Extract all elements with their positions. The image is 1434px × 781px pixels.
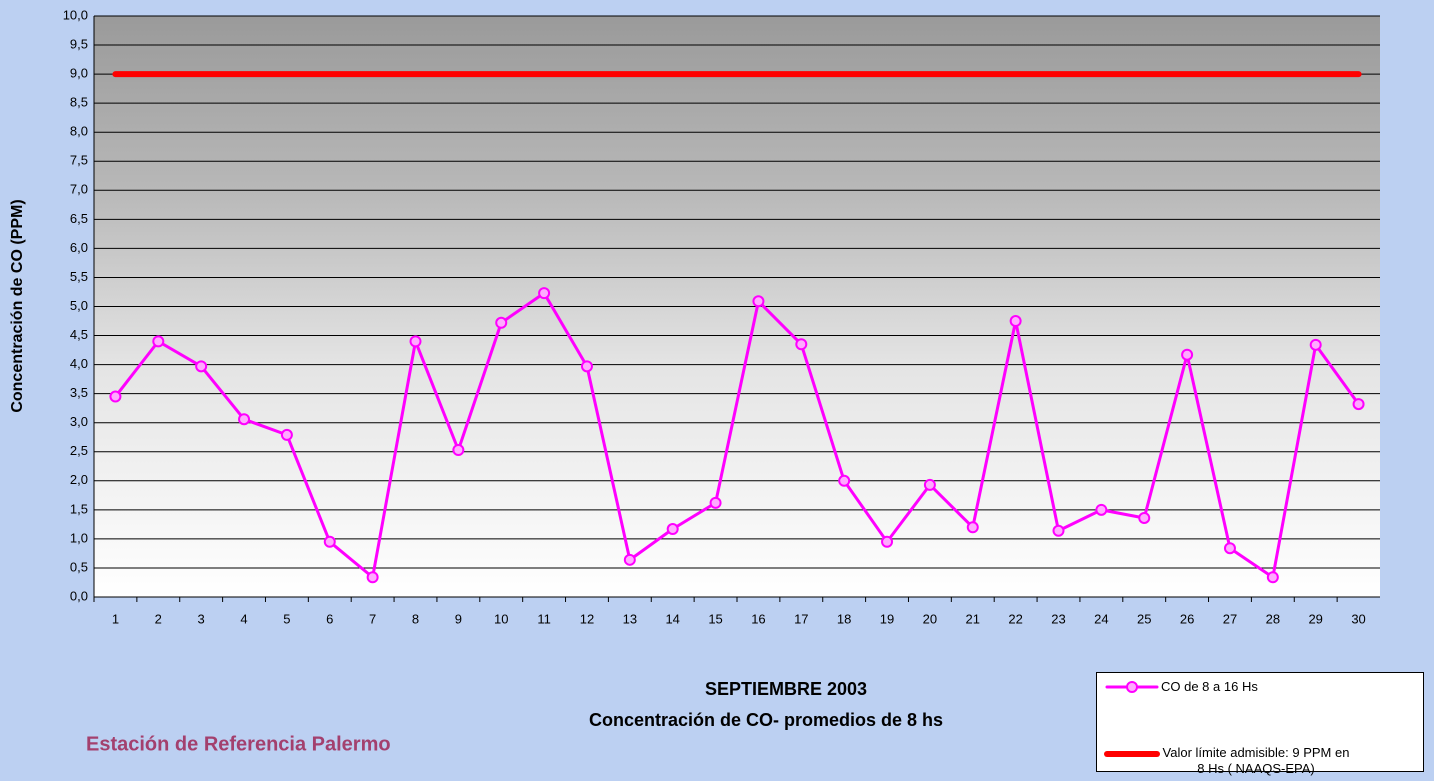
- point: [1009, 315, 1022, 328]
- x-tick-label: 3: [198, 611, 205, 626]
- y-tick-label: 4,0: [70, 356, 88, 371]
- x-tick-label: 19: [880, 611, 894, 626]
- legend-swatch: [1104, 751, 1160, 757]
- x-tick-label: 30: [1351, 611, 1365, 626]
- x-tick-label: 21: [966, 611, 980, 626]
- y-axis-label: Concentración de CO (PPM): [9, 199, 26, 412]
- y-tick-label: 5,0: [70, 298, 88, 313]
- point: [580, 360, 593, 373]
- point: [966, 521, 979, 534]
- x-tick-label: 4: [240, 611, 247, 626]
- y-tick-label: 2,5: [70, 443, 88, 458]
- x-tick-label: 28: [1266, 611, 1280, 626]
- x-tick-label: 12: [580, 611, 594, 626]
- y-tick-label: 8,5: [70, 95, 88, 110]
- point: [1052, 524, 1065, 537]
- legend-marker: [1126, 681, 1138, 693]
- x-tick-label: 10: [494, 611, 508, 626]
- legend-entry: CO de 8 a 16 Hs: [1097, 679, 1258, 695]
- point: [623, 553, 636, 566]
- x-tick-label: 29: [1308, 611, 1322, 626]
- point: [366, 571, 379, 584]
- y-tick-label: 1,0: [70, 530, 88, 545]
- point: [452, 444, 465, 457]
- legend-label: CO de 8 a 16 Hs: [1161, 679, 1258, 694]
- x-tick-label: 8: [412, 611, 419, 626]
- y-tick-label: 4,5: [70, 327, 88, 342]
- y-tick-label: 0,5: [70, 559, 88, 574]
- point: [1223, 542, 1236, 555]
- x-tick-label: 6: [326, 611, 333, 626]
- point: [1181, 348, 1194, 361]
- point: [881, 535, 894, 548]
- y-tick-label: 7,5: [70, 153, 88, 168]
- x-tick-label: 16: [751, 611, 765, 626]
- y-tick-label: 6,0: [70, 240, 88, 255]
- point: [1352, 398, 1365, 411]
- point: [323, 535, 336, 548]
- y-tick-label: 3,0: [70, 414, 88, 429]
- point: [109, 390, 122, 403]
- x-tick-label: 2: [155, 611, 162, 626]
- y-tick-label: 2,0: [70, 472, 88, 487]
- point: [1266, 571, 1279, 584]
- x-tick-label: 11: [537, 611, 551, 626]
- x-tick-label: 27: [1223, 611, 1237, 626]
- point: [495, 316, 508, 329]
- x-tick-label: 15: [708, 611, 722, 626]
- point: [666, 523, 679, 536]
- y-tick-label: 9,0: [70, 66, 88, 81]
- y-tick-label: 5,5: [70, 269, 88, 284]
- legend-entry: Valor límite admisible: 9 PPM en 8 Hs ( …: [1097, 731, 1351, 777]
- point: [409, 335, 422, 348]
- chart-title: SEPTIEMBRE 2003: [705, 679, 867, 699]
- x-tick-label: 18: [837, 611, 851, 626]
- point: [538, 287, 551, 300]
- legend-swatch: [1105, 681, 1159, 693]
- x-tick-label: 24: [1094, 611, 1108, 626]
- x-tick-label: 17: [794, 611, 808, 626]
- y-tick-label: 9,5: [70, 36, 88, 51]
- x-tick-label: 14: [665, 611, 679, 626]
- y-tick-label: 7,0: [70, 182, 88, 197]
- point: [1309, 338, 1322, 351]
- x-tick-label: 5: [283, 611, 290, 626]
- chart-subtitle: Concentración de CO- promedios de 8 hs: [589, 710, 943, 730]
- y-tick-label: 3,5: [70, 385, 88, 400]
- x-tick-label: 1: [112, 611, 119, 626]
- point: [238, 413, 251, 426]
- legend-label: Valor límite admisible: 9 PPM en 8 Hs ( …: [1162, 745, 1350, 776]
- y-tick-label: 1,5: [70, 501, 88, 516]
- series-line: [113, 291, 1361, 579]
- x-tick-label: 13: [623, 611, 637, 626]
- point: [1095, 503, 1108, 516]
- y-tick-label: 0,0: [70, 588, 88, 603]
- x-tick-label: 20: [923, 611, 937, 626]
- point: [838, 474, 851, 487]
- x-tick-label: 26: [1180, 611, 1194, 626]
- point: [795, 338, 808, 351]
- y-tick-label: 8,0: [70, 124, 88, 139]
- point: [923, 478, 936, 491]
- y-tick-label: 6,5: [70, 211, 88, 226]
- point: [709, 496, 722, 509]
- station-label: Estación de Referencia Palermo: [86, 733, 391, 755]
- point: [152, 335, 165, 348]
- point: [1138, 511, 1151, 524]
- y-tick-label: 10,0: [63, 7, 88, 22]
- x-tick-label: 7: [369, 611, 376, 626]
- point: [752, 295, 765, 308]
- point: [280, 428, 293, 441]
- legend: CO de 8 a 16 Hs Valor límite admisible: 9…: [1096, 672, 1424, 776]
- x-tick-label: 22: [1008, 611, 1022, 626]
- x-tick-label: 23: [1051, 611, 1065, 626]
- x-tick-label: 25: [1137, 611, 1151, 626]
- x-tick-label: 9: [455, 611, 462, 626]
- point: [195, 360, 208, 373]
